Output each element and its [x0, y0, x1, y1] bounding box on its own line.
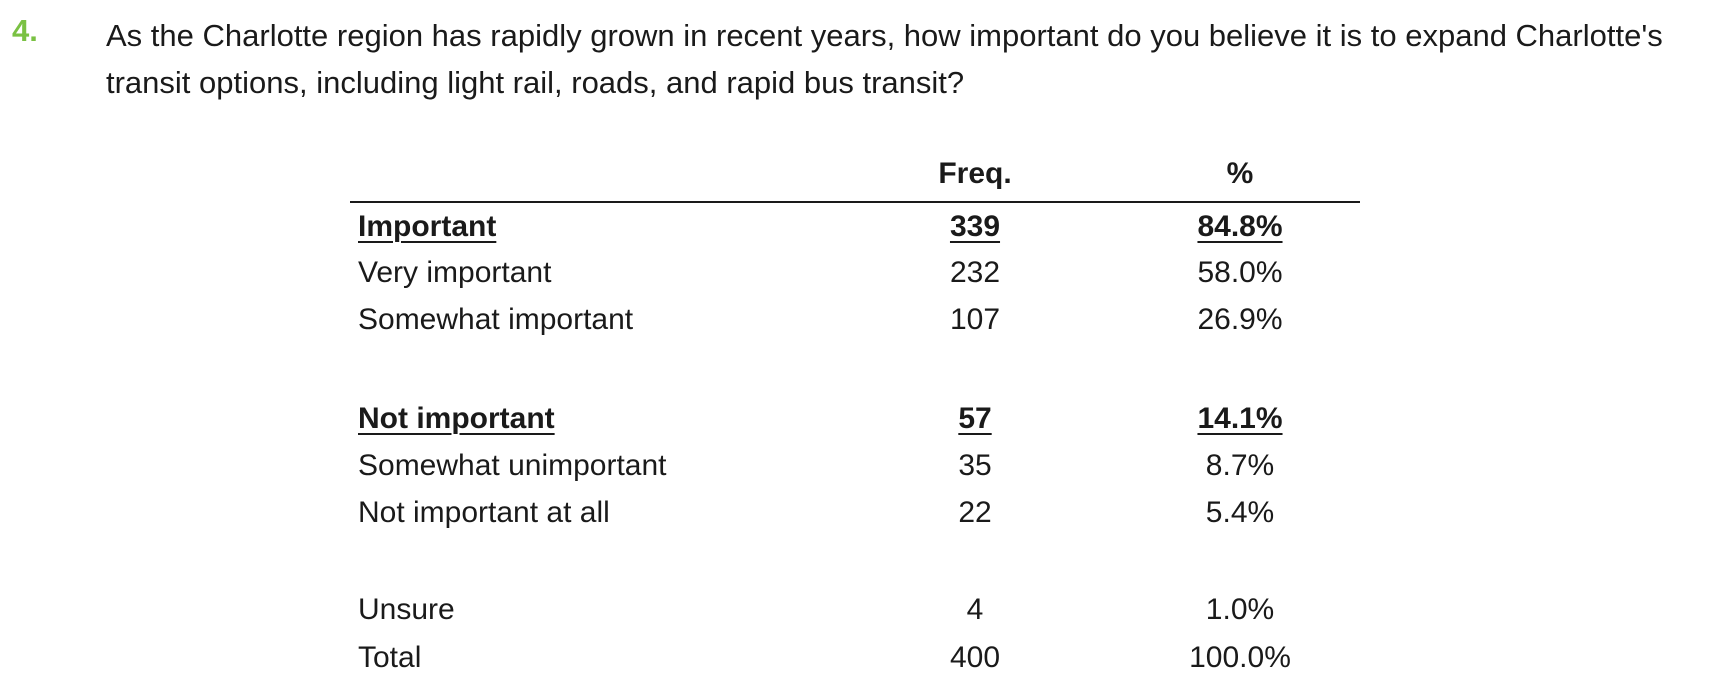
- row-percent: 14.1%: [1197, 402, 1283, 435]
- row-percent: 8.7%: [1205, 449, 1275, 482]
- row-label: Somewhat unimportant: [358, 449, 667, 482]
- table-row-somewhat-important: Somewhat important 107 26.9%: [350, 298, 1360, 342]
- table-row-total: Total 400 100.0%: [350, 636, 1360, 680]
- row-freq: 107: [949, 303, 1001, 336]
- row-label: Somewhat important: [358, 303, 634, 336]
- row-freq: 339: [949, 210, 1001, 243]
- table-row-not-important-at-all: Not important at all 22 5.4%: [350, 491, 1360, 535]
- table-header: Freq. %: [350, 155, 1360, 203]
- table-row-somewhat-unimportant: Somewhat unimportant 35 8.7%: [350, 444, 1360, 488]
- row-percent: 26.9%: [1197, 303, 1283, 336]
- question-number: 4.: [12, 13, 38, 48]
- row-percent: 84.8%: [1197, 210, 1283, 243]
- row-percent: 100.0%: [1189, 641, 1291, 674]
- row-freq: 232: [949, 256, 1001, 289]
- row-label: Important: [358, 210, 497, 243]
- row-percent: 5.4%: [1205, 496, 1275, 529]
- row-label: Very important: [358, 256, 552, 289]
- row-label: Unsure: [358, 593, 455, 626]
- table-row-not-important: Not important 57 14.1%: [350, 397, 1360, 441]
- question-text: As the Charlotte region has rapidly grow…: [106, 18, 1663, 100]
- header-percent: %: [1226, 157, 1254, 190]
- row-label: Total: [358, 641, 422, 674]
- table-row-unsure: Unsure 4 1.0%: [350, 588, 1360, 632]
- row-freq: 22: [958, 496, 992, 529]
- row-freq: 400: [949, 641, 1001, 674]
- row-freq: 35: [958, 449, 992, 482]
- row-freq: 57: [958, 402, 992, 435]
- header-freq: Freq.: [938, 157, 1012, 190]
- table-row-very-important: Very important 232 58.0%: [350, 251, 1360, 295]
- row-percent: 58.0%: [1197, 256, 1283, 289]
- row-freq: 4: [966, 593, 984, 626]
- row-percent: 1.0%: [1205, 593, 1275, 626]
- table-row-important: Important 339 84.8%: [350, 205, 1360, 249]
- row-label: Not important at all: [358, 496, 610, 529]
- row-label: Not important: [358, 402, 555, 435]
